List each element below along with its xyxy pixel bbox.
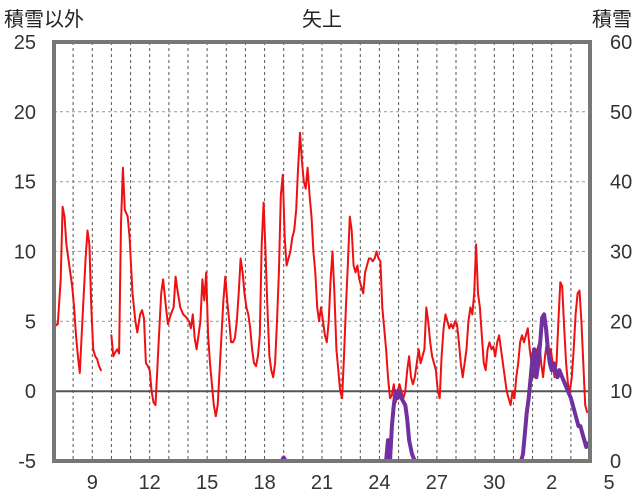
plot-border <box>52 40 592 463</box>
series-line-2 <box>52 312 592 463</box>
x-tick-label: 21 <box>311 472 333 494</box>
chart-title: 矢上 <box>302 7 342 31</box>
right-axis-label: 積雪 <box>592 7 632 31</box>
series-line-1 <box>110 131 589 418</box>
x-tick-label: 5 <box>604 472 615 494</box>
left-tick-label: 10 <box>14 242 36 264</box>
left-tick-label: 15 <box>14 172 36 194</box>
right-tick-label: 20 <box>610 311 632 333</box>
x-tick-label: 2 <box>546 472 557 494</box>
left-tick-label: 20 <box>14 102 36 124</box>
x-tick-label: 30 <box>483 472 505 494</box>
left-tick-label: -5 <box>18 451 36 473</box>
series-layer <box>52 131 592 463</box>
right-tick-label: 30 <box>610 242 632 264</box>
right-tick-label: 60 <box>610 32 632 54</box>
x-tick-label: 18 <box>253 472 275 494</box>
x-tick-label: 24 <box>368 472 390 494</box>
series-line-1 <box>53 205 102 374</box>
grid <box>54 42 590 461</box>
x-tick-label: 15 <box>196 472 218 494</box>
right-tick-label: 50 <box>610 102 632 124</box>
left-tick-label: 0 <box>25 381 36 403</box>
plot-frame <box>52 40 592 463</box>
right-tick-label: 10 <box>610 381 632 403</box>
left-axis-label: 積雪以外 <box>4 7 84 31</box>
x-tick-label: 9 <box>87 472 98 494</box>
right-tick-label: 0 <box>610 451 621 473</box>
right-tick-label: 40 <box>610 172 632 194</box>
left-tick-label: 25 <box>14 32 36 54</box>
x-tick-label: 27 <box>426 472 448 494</box>
left-tick-label: 5 <box>25 311 36 333</box>
x-tick-label: 12 <box>139 472 161 494</box>
